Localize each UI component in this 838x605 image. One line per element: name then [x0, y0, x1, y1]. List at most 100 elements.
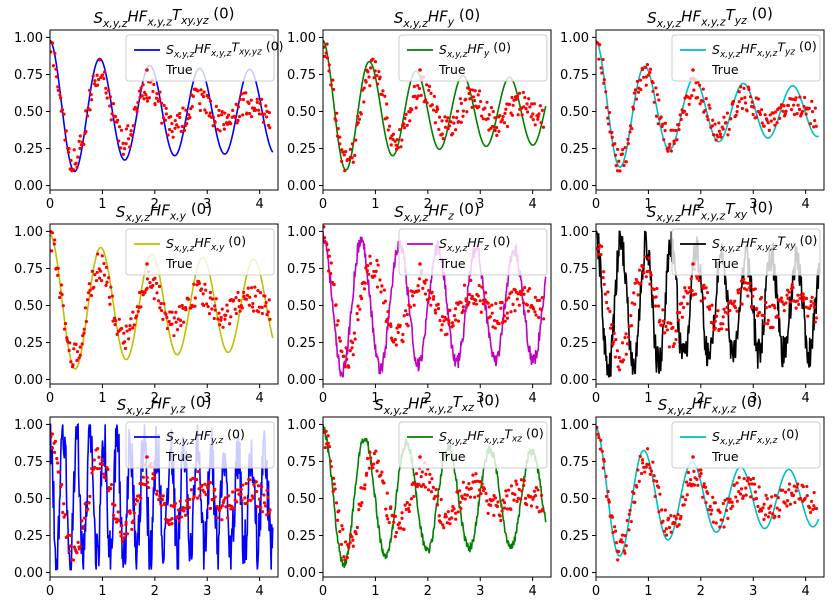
true-point — [421, 286, 425, 290]
true-point — [622, 549, 626, 553]
true-point — [773, 514, 777, 518]
true-point — [210, 307, 214, 311]
true-point — [114, 319, 118, 323]
true-point — [735, 309, 739, 313]
true-point — [213, 495, 217, 499]
true-point — [100, 73, 105, 77]
true-point — [537, 315, 541, 320]
true-point — [515, 297, 519, 301]
x-tick-label: 2 — [697, 584, 705, 599]
true-point — [602, 78, 606, 82]
legend-marker-swatch — [691, 455, 695, 459]
true-point — [451, 324, 455, 328]
true-point — [155, 281, 159, 286]
true-point — [152, 82, 156, 87]
true-point — [464, 97, 468, 101]
true-point — [353, 153, 357, 157]
y-tick-label: 0.00 — [287, 373, 316, 388]
true-point — [638, 78, 643, 82]
true-point — [624, 332, 628, 336]
true-point — [97, 466, 102, 471]
true-point — [630, 127, 634, 131]
true-point — [262, 501, 267, 505]
true-point — [325, 56, 330, 60]
true-point — [533, 295, 537, 300]
true-point — [623, 145, 627, 150]
true-point — [812, 305, 817, 309]
true-point — [717, 121, 721, 125]
true-point — [58, 485, 63, 489]
true-point — [106, 467, 110, 472]
axes-frame — [49, 29, 279, 191]
true-point — [632, 91, 637, 95]
true-point — [613, 153, 618, 157]
true-point — [493, 116, 497, 120]
true-point — [343, 558, 347, 562]
true-point — [502, 501, 507, 505]
true-point — [649, 469, 654, 473]
true-point — [217, 114, 221, 118]
true-point — [226, 516, 230, 520]
true-point — [338, 339, 342, 343]
true-point — [185, 499, 189, 503]
true-point — [137, 89, 142, 93]
true-point — [739, 85, 743, 89]
true-point — [510, 290, 514, 294]
true-point — [511, 302, 515, 306]
true-point — [688, 96, 692, 100]
true-point — [122, 536, 126, 540]
legend: Sx,y,zHFx,y,zTyz (0)True — [671, 34, 821, 82]
true-point — [776, 315, 780, 319]
x-tick-label: 1 — [644, 197, 652, 212]
true-point — [713, 319, 717, 323]
true-point — [217, 508, 222, 513]
x-tick-label: 3 — [203, 197, 211, 212]
legend-marker-swatch — [691, 68, 695, 72]
true-point — [351, 538, 355, 542]
true-point — [734, 113, 738, 117]
true-point — [132, 511, 136, 515]
true-point — [248, 111, 252, 116]
true-point — [601, 275, 605, 280]
true-point — [771, 512, 775, 516]
true-point — [768, 304, 772, 309]
true-point — [355, 312, 359, 316]
true-point — [610, 515, 615, 519]
true-point — [130, 134, 134, 138]
true-point — [238, 309, 242, 313]
true-point — [154, 96, 159, 100]
true-point — [743, 101, 748, 105]
true-point — [699, 471, 703, 476]
axes-frame — [322, 416, 552, 578]
true-point — [198, 108, 202, 113]
true-point — [345, 555, 349, 560]
true-point — [177, 519, 181, 523]
y-tick-label: 0.50 — [14, 492, 43, 507]
true-point — [805, 494, 809, 498]
true-point — [117, 519, 121, 523]
true-point — [367, 272, 371, 276]
true-point — [803, 95, 807, 100]
x-tick-label: 2 — [424, 584, 432, 599]
true-point — [76, 155, 80, 159]
true-point — [96, 446, 100, 451]
true-point — [608, 326, 613, 330]
true-point — [663, 121, 668, 125]
true-point — [58, 93, 62, 97]
true-point — [623, 551, 627, 555]
true-point — [83, 306, 88, 310]
true-point — [764, 300, 768, 305]
true-point — [184, 506, 188, 510]
true-point — [196, 89, 200, 93]
true-point — [365, 471, 369, 475]
true-point — [465, 486, 469, 490]
true-point — [510, 113, 515, 117]
true-point — [702, 482, 706, 486]
true-point — [342, 555, 346, 559]
true-point — [763, 513, 768, 517]
plot-area — [50, 39, 274, 173]
true-point — [334, 303, 338, 307]
true-point — [252, 483, 256, 487]
true-point — [751, 112, 755, 117]
true-point — [461, 109, 465, 113]
